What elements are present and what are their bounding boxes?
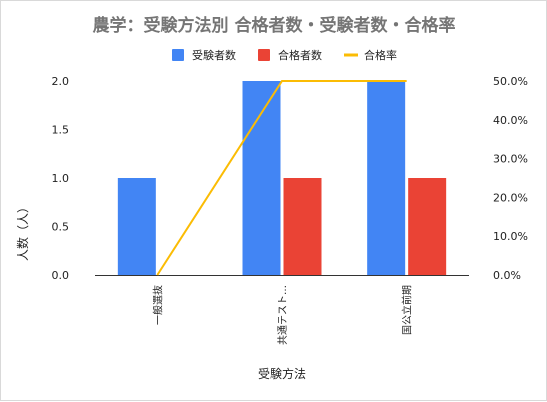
chart-title: 農学：受験方法別 合格者数・受験者数・合格率 [93, 15, 456, 36]
pass-rate-line [156, 80, 407, 276]
legend-swatch [172, 49, 184, 61]
y2-tick-label: 0.0% [493, 269, 521, 282]
y-tick-label: 1.5 [52, 124, 70, 137]
x-axis-label: 受験方法 [258, 366, 306, 381]
x-tick-label: 国公立前期 [401, 285, 414, 335]
bar-passers [283, 178, 322, 275]
y-tick-label: 2.0 [52, 75, 70, 88]
plot-area: 0.0 0.5 1.0 1.5 2.0 0.0% 10.0% 20.0% 30.0% 40.0% 5… [52, 75, 528, 345]
y-axis-label: 人数（人） [15, 201, 30, 261]
y-tick-label: 0.0 [52, 269, 70, 282]
bar-passers [408, 178, 447, 275]
legend: 受験者数 合格者数 合格率 [172, 48, 397, 62]
legend-swatch-line [344, 53, 358, 57]
y2-tick-label: 40.0% [493, 114, 528, 127]
y-tick-label: 1.0 [52, 172, 70, 185]
x-tick-label: 一般選抜 [151, 285, 164, 325]
bar-examinees [242, 81, 281, 275]
bar-examinees [117, 178, 156, 275]
y-tick-label: 0.5 [52, 221, 70, 234]
y2-tick-label: 50.0% [493, 75, 528, 88]
legend-label: 合格率 [364, 48, 397, 62]
bar-examinees [367, 81, 406, 275]
y2-tick-label: 20.0% [493, 191, 528, 204]
legend-label: 合格者数 [278, 48, 322, 62]
legend-swatch [258, 49, 270, 61]
legend-label: 受験者数 [192, 48, 236, 62]
y2-tick-label: 30.0% [493, 153, 528, 166]
y2-tick-label: 10.0% [493, 230, 528, 243]
x-tick-label: 共通テスト… [277, 285, 289, 345]
